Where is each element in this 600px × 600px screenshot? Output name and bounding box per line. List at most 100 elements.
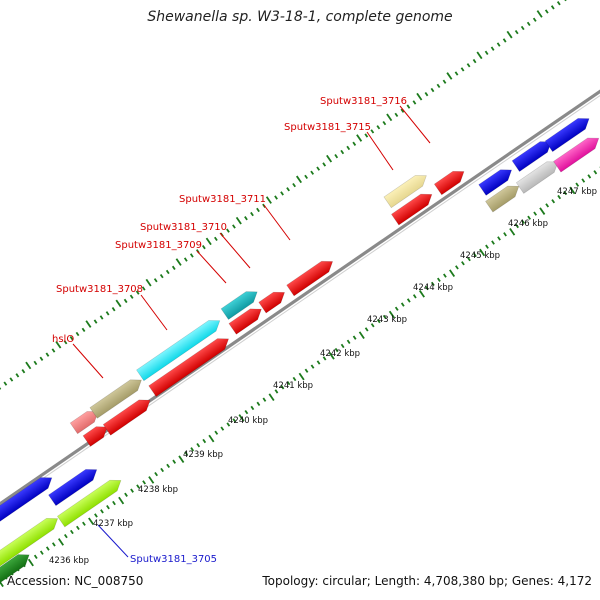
inner-tick (316, 360, 321, 365)
inner-tick (328, 352, 335, 360)
leader-line (196, 250, 227, 284)
outer-tick (346, 145, 351, 151)
inner-tick (346, 339, 351, 344)
inner-tick (190, 447, 195, 452)
outer-tick (460, 67, 465, 72)
inner-tick (461, 261, 465, 266)
outer-tick (205, 237, 212, 246)
inner-tick (304, 368, 309, 373)
outer-tick (532, 17, 537, 22)
inner-tick (455, 265, 459, 270)
outer-tick (123, 298, 128, 304)
inner-tick (388, 310, 395, 319)
outer-tick (340, 149, 345, 155)
outer-tick (189, 253, 194, 258)
outer-tick (526, 21, 531, 27)
kbp-label: 4243 kbp (367, 315, 407, 325)
gene-arrow (220, 291, 258, 320)
outer-tick (446, 72, 453, 80)
inner-tick (382, 314, 387, 320)
outer-tick (244, 216, 248, 221)
gene-arrow (478, 169, 513, 196)
outer-tick (250, 211, 254, 217)
inner-tick (130, 488, 134, 493)
kbp-label: 4244 kbp (413, 283, 453, 293)
inner-tick (196, 443, 201, 448)
inner-tick (521, 219, 525, 225)
inner-tick (545, 203, 550, 208)
inner-tick (418, 290, 425, 298)
outer-tick (55, 340, 62, 349)
inner-tick (166, 463, 171, 469)
gene-arrow (286, 260, 334, 297)
outer-tick (472, 58, 477, 64)
outer-tick (280, 191, 284, 196)
inner-tick (136, 484, 140, 489)
inner-tick (118, 496, 125, 505)
outer-tick (256, 207, 260, 213)
outer-tick (159, 273, 164, 279)
outer-tick (406, 104, 411, 109)
inner-tick (533, 211, 538, 216)
inner-tick (376, 318, 381, 324)
gene-arrow (48, 469, 98, 507)
inner-tick (551, 199, 556, 204)
outer-tick (490, 46, 495, 51)
outer-tick (93, 319, 98, 324)
inner-tick (178, 455, 185, 464)
outer-tick (274, 195, 278, 200)
outer-tick (45, 352, 50, 357)
inner-tick (51, 542, 56, 547)
inner-tick (268, 393, 275, 402)
gene-arrow (511, 141, 552, 172)
outer-tick (145, 278, 152, 287)
outer-tick (99, 315, 104, 320)
outer-tick (562, 0, 567, 2)
leader-line (72, 343, 104, 379)
gene-arrow (56, 479, 122, 528)
inner-tick (503, 232, 507, 237)
inner-tick (491, 240, 495, 245)
inner-tick (100, 509, 104, 514)
gene-label-group: Sputw3181_3716 Sputw3181_3715 Sputw3181_… (52, 96, 407, 565)
kbp-label: 4247 kbp (557, 187, 597, 197)
inner-tick (400, 302, 405, 307)
inner-tick (112, 500, 116, 506)
inner-tick (479, 248, 486, 257)
outer-tick (364, 133, 369, 138)
outer-tick (382, 120, 387, 126)
outer-tick (175, 258, 182, 266)
inner-tick (57, 538, 64, 546)
leader-line (366, 131, 394, 171)
inner-tick (527, 215, 531, 220)
outer-tick (129, 294, 134, 299)
outer-tick (39, 356, 44, 361)
kbp-label: 4236 kbp (49, 556, 89, 566)
inner-tick (473, 252, 477, 258)
outer-tick (201, 245, 206, 250)
outer-tick (105, 311, 110, 316)
gene-label-sputw3181-3710: Sputw3181_3710 (140, 222, 227, 233)
gene-arrow (82, 426, 108, 447)
inner-tick (358, 331, 365, 339)
inner-tick (509, 228, 516, 236)
inner-tick (88, 517, 95, 526)
outer-tick (63, 340, 68, 345)
inner-tick-ring (0, 165, 600, 588)
gene-arrow (69, 411, 99, 435)
outer-tick (400, 108, 405, 113)
gene-label-sputw3181-3716: Sputw3181_3716 (320, 96, 407, 107)
outer-tick (556, 1, 561, 6)
outer-tick (135, 290, 140, 295)
inner-tick (298, 372, 305, 381)
outer-tick (214, 236, 218, 242)
outer-tick (183, 257, 188, 262)
backbone-line (0, 25, 600, 572)
inner-tick (82, 521, 86, 526)
inner-tick (208, 434, 215, 443)
genome-backbone (0, 25, 600, 574)
outer-tick (520, 25, 525, 31)
gene-arrow (544, 118, 590, 153)
kbp-label: 4245 kbp (460, 251, 500, 261)
